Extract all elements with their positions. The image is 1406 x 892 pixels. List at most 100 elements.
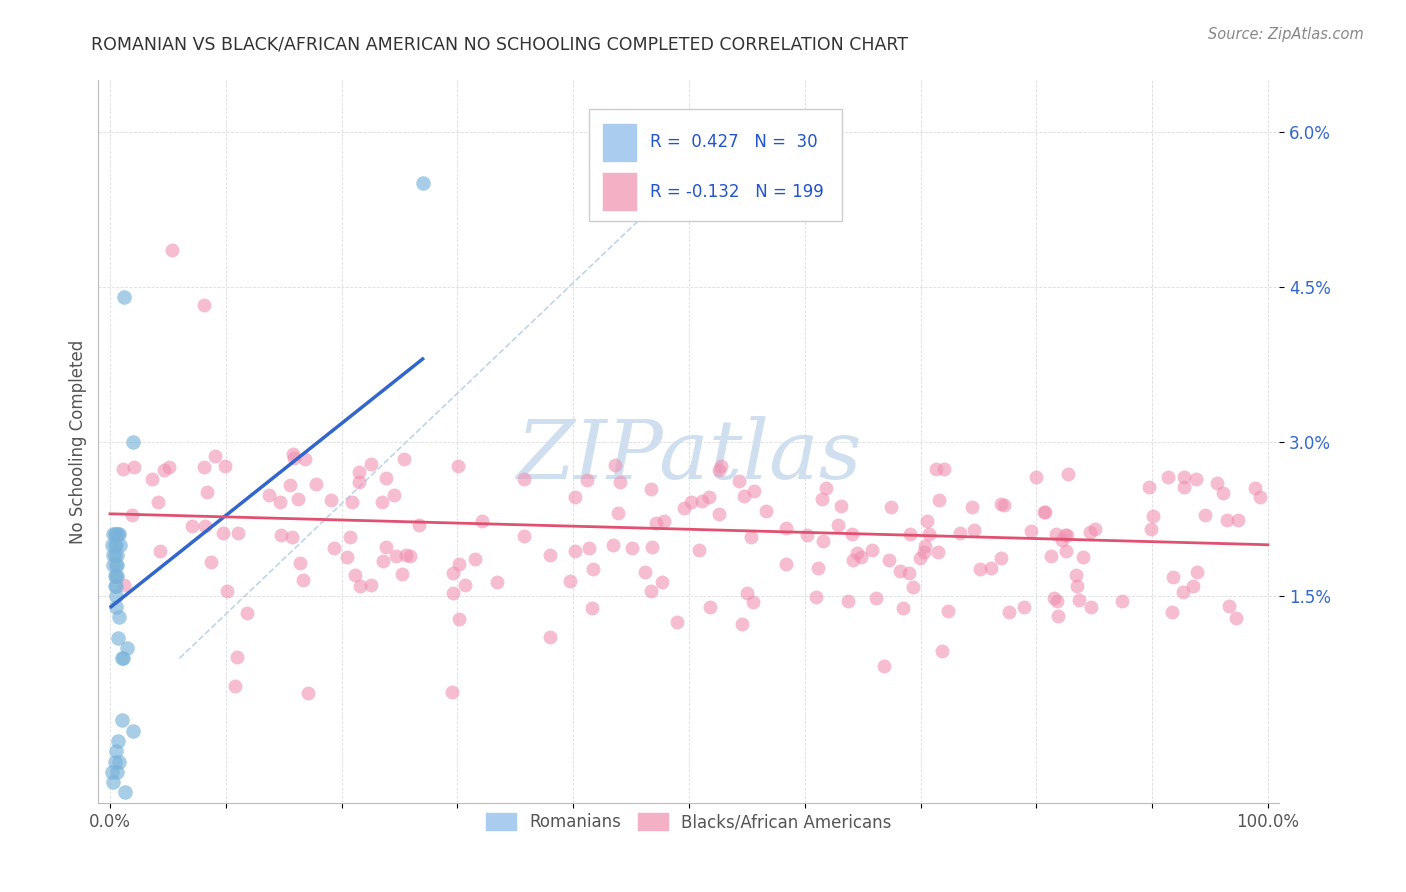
Point <box>110 651 132 665</box>
Point <box>1194 508 1216 523</box>
Point <box>112 462 135 476</box>
Point <box>846 546 869 560</box>
Point <box>321 492 343 507</box>
Point <box>257 487 280 501</box>
Point <box>915 514 938 528</box>
Point <box>827 518 849 533</box>
Point <box>963 523 986 537</box>
Point <box>395 548 418 562</box>
Point <box>101 538 124 552</box>
Point <box>111 651 134 665</box>
Point <box>811 534 834 549</box>
Point <box>107 734 129 748</box>
Point <box>146 495 169 509</box>
Point <box>538 548 561 562</box>
Point <box>1249 490 1271 504</box>
Point <box>1184 472 1206 486</box>
Point <box>990 551 1012 566</box>
Point <box>212 525 235 540</box>
Point <box>217 583 239 598</box>
Point <box>226 649 249 664</box>
Point <box>993 498 1015 512</box>
Point <box>903 580 925 594</box>
Point <box>149 544 172 558</box>
Point <box>236 607 259 621</box>
Point <box>194 519 217 533</box>
Point <box>297 686 319 700</box>
Point <box>104 579 127 593</box>
Point <box>283 450 305 465</box>
Point <box>1056 528 1078 542</box>
Point <box>1046 593 1069 607</box>
Point <box>349 579 371 593</box>
Point <box>1067 593 1090 607</box>
Point <box>1084 522 1107 536</box>
Point <box>641 541 664 555</box>
Point <box>949 525 972 540</box>
FancyBboxPatch shape <box>589 109 842 221</box>
Point <box>287 491 309 506</box>
Point <box>347 465 370 479</box>
Point <box>1218 599 1240 614</box>
Point <box>335 550 357 565</box>
Point <box>1014 599 1036 614</box>
Point <box>1212 485 1234 500</box>
Point <box>1171 585 1194 599</box>
Point <box>112 290 135 304</box>
Point <box>634 565 657 579</box>
Point <box>728 474 751 488</box>
Point <box>841 527 863 541</box>
Point <box>775 558 797 572</box>
Point <box>103 548 125 562</box>
Point <box>918 527 941 541</box>
Point <box>581 600 603 615</box>
Point <box>932 462 955 476</box>
Point <box>104 538 127 552</box>
Point <box>105 764 128 779</box>
Point <box>602 538 624 552</box>
Point <box>699 490 721 504</box>
Point <box>733 489 755 503</box>
Point <box>1173 470 1195 484</box>
Point <box>305 477 328 491</box>
Point <box>160 243 183 257</box>
Point <box>1043 591 1066 606</box>
Point <box>640 584 662 599</box>
Point <box>740 530 762 544</box>
Point <box>114 785 136 799</box>
Point <box>889 564 911 578</box>
Point <box>1066 578 1088 592</box>
Point <box>471 514 494 528</box>
Point <box>1137 480 1160 494</box>
Point <box>512 472 534 486</box>
Point <box>815 481 838 495</box>
Point <box>292 574 315 588</box>
Point <box>193 460 215 475</box>
Point <box>447 612 470 626</box>
Point <box>104 755 127 769</box>
Point <box>893 600 915 615</box>
Point <box>110 538 132 552</box>
Point <box>122 434 145 449</box>
Point <box>681 495 703 509</box>
Point <box>104 527 127 541</box>
Point <box>392 451 415 466</box>
Point <box>108 755 131 769</box>
Point <box>110 713 132 727</box>
Point <box>576 473 599 487</box>
Point <box>914 539 936 553</box>
Point <box>1173 480 1195 494</box>
Point <box>1161 570 1184 584</box>
Point <box>105 548 128 562</box>
Point <box>1064 567 1087 582</box>
Point <box>645 516 668 531</box>
Point <box>280 478 302 492</box>
Text: R = -0.132   N = 199: R = -0.132 N = 199 <box>650 183 824 201</box>
Point <box>1243 481 1265 495</box>
Point <box>865 591 887 605</box>
Point <box>108 610 131 624</box>
Point <box>1053 527 1076 541</box>
Point <box>742 483 765 498</box>
Point <box>214 458 236 473</box>
Point <box>651 574 673 589</box>
